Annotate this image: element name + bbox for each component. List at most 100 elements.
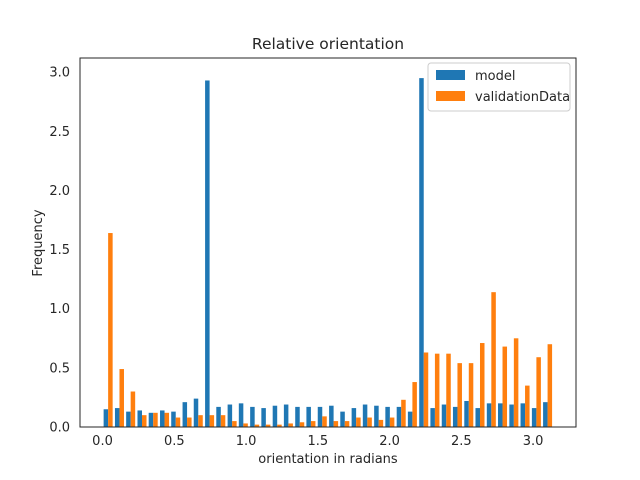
validationData-bar [119,369,124,427]
y-tick-label: 2.5 [49,125,70,140]
model-bar [441,404,447,427]
model-bar [205,80,210,427]
y-tick-label: 1.0 [49,302,70,317]
validationData-bar [356,417,361,427]
validationData-bar [108,233,113,427]
validationData-bar [513,338,519,427]
model-bar [295,406,300,427]
model-bar [182,402,188,427]
model-bar [306,406,311,427]
validationData-bar [322,416,327,427]
x-axis-label: orientation in radians [258,452,398,467]
model-bar [283,404,289,427]
validationData-bar [265,424,271,427]
validationData-bar [310,421,316,427]
validationData-bar [243,423,248,427]
y-axis-label: Frequency [31,209,46,276]
model-bar [317,406,323,427]
validationData-bar [130,391,136,427]
x-tick-label: 2.0 [379,434,400,449]
model-bar [193,398,199,427]
validationData-bar [333,421,339,427]
validationData-bar [367,417,372,427]
model-bar [171,411,176,428]
model-bar [520,403,526,427]
model-bar [351,408,357,427]
model-bar [216,406,221,427]
model-bar [385,406,390,427]
model-bar [272,405,278,427]
model-bar [148,412,154,427]
model-bar [396,406,402,427]
validationData-bar [389,417,395,427]
model-bar [261,408,266,427]
model-bar [329,405,334,427]
validationData-bar [525,385,530,427]
model-bar [114,408,120,427]
validationData-bar [491,292,496,427]
model-bar [137,410,142,427]
validationData-bar [547,344,553,427]
validationData-bar [164,412,170,427]
validationData-bar [401,399,406,427]
validationData-bar [277,424,282,427]
validationData-bar [153,412,158,427]
chart-title: Relative orientation [252,35,404,53]
model-bar [374,405,379,427]
validationData-bar [434,353,440,427]
legend: model validationData [427,62,571,112]
model-bar [430,408,435,427]
validationData-bar [457,363,462,427]
model-bar [407,411,413,428]
model-bar [509,404,514,427]
validationData-bar [412,382,417,427]
model-bar [543,402,548,427]
model-bar [250,406,255,427]
validationData-bar [536,357,541,427]
y-tick-label: 3.0 [49,66,70,81]
legend-label-model: model [475,69,515,84]
validationData-bar [220,415,226,427]
plot-frame [79,57,577,428]
validationData-bar [187,417,192,427]
model-bar [238,403,244,427]
y-tick-label: 0.5 [49,361,70,376]
validationData-bar [232,421,237,427]
model-bar [531,408,537,427]
validationData-bar [175,417,181,427]
validationData-bar [142,415,147,427]
validationData-bar [468,363,474,427]
validationData-bar [378,419,384,427]
validationData-bar [423,352,429,427]
model-bar [452,406,458,427]
validationData-bar [479,343,485,427]
legend-swatch-model [436,70,465,80]
model-bar [126,411,131,428]
model-bar [160,410,165,427]
model-bar [498,403,503,427]
model-bar [340,411,345,428]
y-tick-label: 1.5 [49,243,70,258]
x-tick-label: 0.0 [92,434,113,449]
model-bar [486,403,492,427]
model-bar [475,408,480,427]
x-tick-label: 1.5 [307,434,328,449]
validationData-bar [344,421,350,427]
y-tick-label: 2.0 [49,184,70,199]
model-bar [464,400,469,427]
y-tick-label: 0.0 [49,421,70,436]
x-tick-label: 3.0 [523,434,544,449]
validationData-bar [254,424,260,427]
validationData-bar [288,423,293,427]
model-bar [103,409,109,427]
legend-swatch-validationData [436,91,465,101]
model-bar [227,404,233,427]
model-bar [419,78,424,428]
x-tick-label: 1.0 [236,434,257,449]
bars-layer [103,78,553,428]
validationData-bar [502,346,508,427]
validationData-bar [209,415,215,427]
x-axis-ticks: 0.0 0.5 1.0 1.5 2.0 2.5 3.0 [92,434,543,449]
validationData-bar [446,353,451,427]
